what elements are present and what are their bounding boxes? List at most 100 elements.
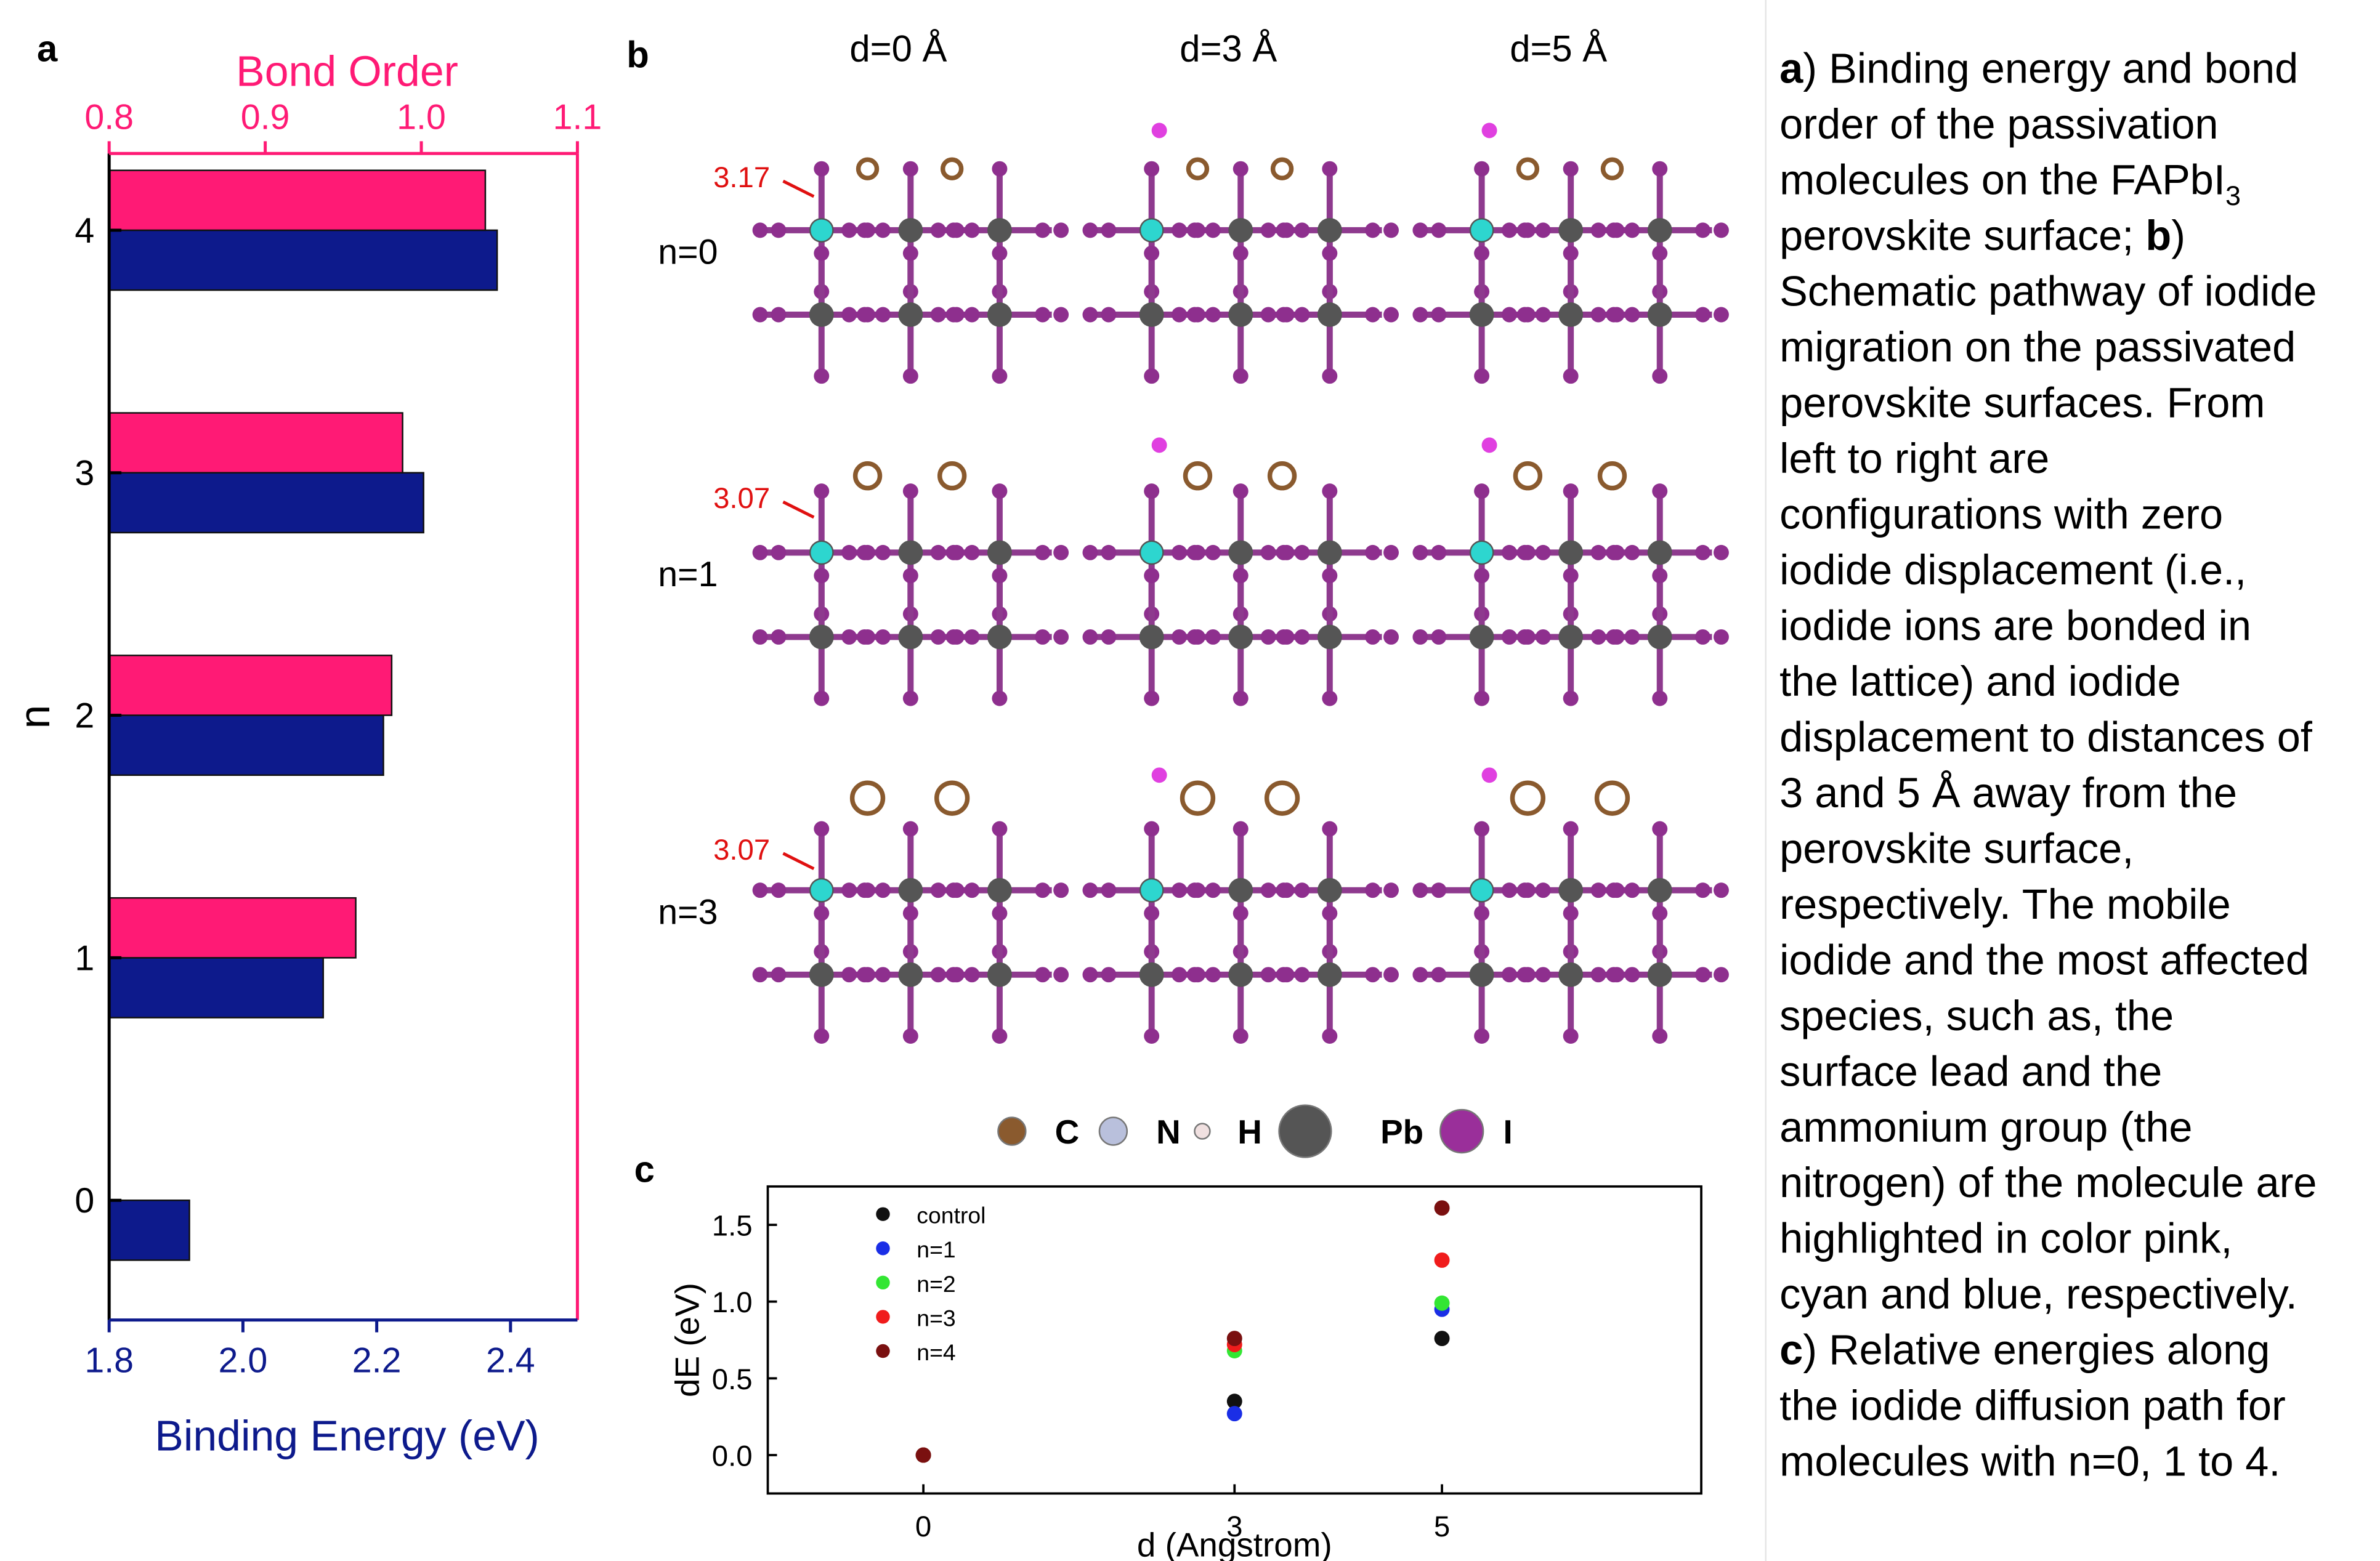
y-tick-label: 0.5 (712, 1363, 753, 1396)
iodine (1624, 545, 1640, 560)
iodine (1652, 906, 1667, 921)
caption-run: the lattice) and iodide (1779, 658, 2180, 705)
iodine (1591, 545, 1606, 560)
caption-line: molecules with n=0, 1 to 4. (1779, 1438, 2280, 1485)
lead (1318, 218, 1342, 243)
caption-run: iodide and the most affected (1779, 936, 2309, 983)
iodine (1520, 307, 1536, 323)
iodine (1205, 545, 1221, 560)
iodine (1474, 906, 1489, 921)
caption-run: 3 and 5 Å away from the (1779, 769, 2237, 817)
iodine (1412, 222, 1428, 238)
lead (898, 218, 923, 243)
iodine (1190, 307, 1205, 323)
iodine (992, 691, 1007, 706)
iodine (1083, 222, 1098, 238)
iodine (1695, 882, 1710, 898)
iodine (1609, 545, 1624, 560)
iodine (860, 222, 875, 238)
caption-run: highlighted in color pink, (1779, 1215, 2232, 1262)
iodine (1083, 545, 1098, 560)
point (1227, 1406, 1242, 1421)
y-tick-label: 3 (75, 454, 94, 493)
legend-label: N (1156, 1113, 1181, 1151)
iodine (1294, 967, 1309, 982)
lead (1648, 302, 1672, 327)
iodine (1652, 821, 1667, 837)
iodine (1053, 967, 1069, 982)
iodine (1144, 821, 1159, 837)
iodine (931, 882, 946, 898)
iodine (1474, 821, 1489, 837)
iodine (1233, 691, 1249, 706)
iodine (1365, 967, 1380, 982)
iodine (1172, 967, 1187, 982)
mobile-iodide (1152, 437, 1167, 453)
iodine (771, 307, 787, 323)
iodine (1101, 545, 1116, 560)
iodine (1412, 882, 1428, 898)
iodine (1035, 222, 1050, 238)
lead (1558, 878, 1583, 903)
iodine (1322, 246, 1337, 261)
highlight (1141, 219, 1162, 241)
iodine (1609, 222, 1624, 238)
caption-line: perovskite surfaces. From (1779, 379, 2265, 426)
iodine (1652, 246, 1667, 261)
iodine (1431, 882, 1446, 898)
iodine (814, 1028, 829, 1044)
iodine (931, 967, 946, 982)
iodine (1563, 568, 1579, 583)
caption-line: highlighted in color pink, (1779, 1215, 2232, 1262)
iodine (1412, 967, 1428, 982)
lead (1558, 624, 1583, 649)
caption-run: migration on the passivated (1779, 323, 2296, 371)
legend-marker (1440, 1110, 1483, 1153)
caption-run: iodide ions are bonded in (1779, 602, 2251, 649)
lead (1648, 218, 1672, 243)
iodine (1695, 629, 1710, 645)
iodine (1563, 906, 1579, 921)
iodine (1233, 821, 1249, 837)
iodine (1144, 568, 1159, 583)
iodine (1502, 967, 1517, 982)
bar (109, 655, 392, 715)
caption-line: ammonium group (the (1779, 1103, 2192, 1151)
iodine (1261, 545, 1276, 560)
highlight (1471, 219, 1492, 241)
iodine (903, 1028, 918, 1044)
point (1435, 1200, 1450, 1216)
iodine (1233, 246, 1249, 261)
lead (1318, 624, 1342, 649)
lead (987, 540, 1012, 565)
lead (1318, 302, 1342, 327)
iodine (1536, 307, 1551, 323)
iodine (1474, 568, 1489, 583)
point (1435, 1331, 1450, 1346)
iodine (841, 629, 857, 645)
iodine (1474, 368, 1489, 384)
iodine (1431, 307, 1446, 323)
iodine (1144, 161, 1159, 177)
legend-marker (876, 1310, 889, 1323)
legend-label: n=3 (917, 1305, 955, 1331)
iodine (1412, 307, 1428, 323)
lead (898, 540, 923, 565)
iodine (1431, 222, 1446, 238)
legend-marker (1099, 1118, 1127, 1145)
iodine (1474, 161, 1489, 177)
iodine (1383, 629, 1399, 645)
bar (109, 898, 355, 958)
iodine (1322, 161, 1337, 177)
iodine (903, 483, 918, 499)
caption-run: left to right are (1779, 435, 2049, 482)
caption-run: configurations with zero (1779, 490, 2223, 538)
caption-line: the iodide diffusion path for (1779, 1382, 2286, 1429)
bar (109, 716, 383, 775)
x2-tick-label: 0.9 (241, 97, 290, 137)
highlight (1141, 542, 1162, 563)
iodine (1563, 483, 1579, 499)
iodine (1474, 246, 1489, 261)
iodine (992, 906, 1007, 921)
iodine (1520, 222, 1536, 238)
